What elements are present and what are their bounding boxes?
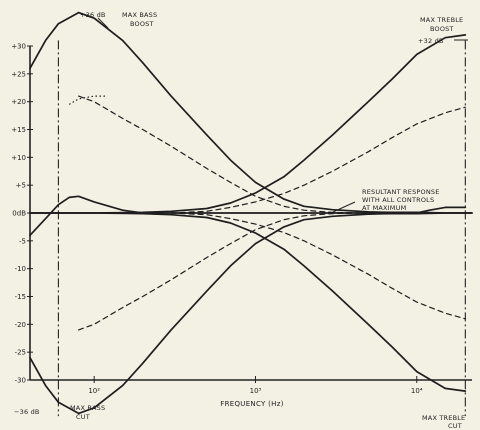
x-ticks: 10² 10³ 10⁴: [88, 376, 423, 395]
annotation-treble-cut-label: MAX TREBLE: [422, 414, 465, 422]
series-layer: [29, 11, 473, 415]
annotation-bass-boost-label-2: BOOST: [130, 20, 154, 28]
annotation-leader: [97, 17, 109, 29]
annotation-resultant-2: WITH ALL CONTROLS: [362, 196, 434, 204]
y-tick-label: -10: [15, 265, 26, 273]
annotation-treble-cut-label-2: CUT: [448, 422, 462, 430]
x-tick-label: 10²: [88, 387, 100, 395]
series-line: [170, 106, 466, 214]
y-ticks: +30 +25 +20 +15 +10 +5 0dB -5 -10 -15 -20 -25 -30: [11, 43, 33, 385]
annotation-bass-cut-label: MAX BASS: [70, 404, 105, 412]
y-tick-label: +5: [16, 182, 26, 190]
y-tick-label: +20: [11, 98, 26, 106]
annotation-bass-cut-label-2: CUT: [76, 413, 90, 421]
annotation-treble-boost-label: MAX TREBLE: [420, 16, 463, 24]
annotations: +36 dB MAX BASS BOOST MAX TREBLE BOOST +…: [14, 11, 465, 430]
annotation-bass-cut-db: −36 dB: [14, 408, 40, 416]
annotation-treble-boost-db: +32 dB: [418, 37, 444, 45]
series-line: [78, 95, 431, 214]
series-line-dotted: [68, 95, 107, 105]
y-tick-label: -15: [15, 293, 26, 301]
y-tick-label: -20: [15, 321, 26, 329]
annotation-bass-boost-db: +36 dB: [80, 11, 106, 19]
y-tick-label: +25: [11, 70, 26, 78]
x-axis-title: FREQUENCY (Hz): [220, 400, 283, 408]
annotation-bass-boost-label: MAX BASS: [122, 11, 157, 19]
y-tick-label: -5: [19, 237, 26, 245]
x-tick-label: 10³: [250, 387, 262, 395]
x-tick-label: 10⁴: [411, 387, 423, 395]
annotation-leader: [332, 201, 356, 213]
series-line: [170, 212, 466, 320]
y-tick-label: +15: [11, 126, 26, 134]
annotation-resultant-1: RESULTANT RESPONSE: [362, 188, 440, 196]
y-tick-label: +10: [11, 154, 26, 162]
y-tick-label: -25: [15, 349, 26, 357]
series-line: [78, 212, 431, 331]
annotation-treble-boost-label-2: BOOST: [430, 25, 454, 33]
series-line: [29, 34, 467, 214]
series-line: [29, 212, 467, 392]
annotation-resultant-3: AT MAXIMUM: [362, 204, 406, 212]
marker-lines: [57, 40, 466, 417]
y-tick-label: +30: [11, 43, 26, 51]
y-tick-label: 0dB: [12, 210, 26, 218]
y-tick-label: -30: [15, 377, 26, 385]
